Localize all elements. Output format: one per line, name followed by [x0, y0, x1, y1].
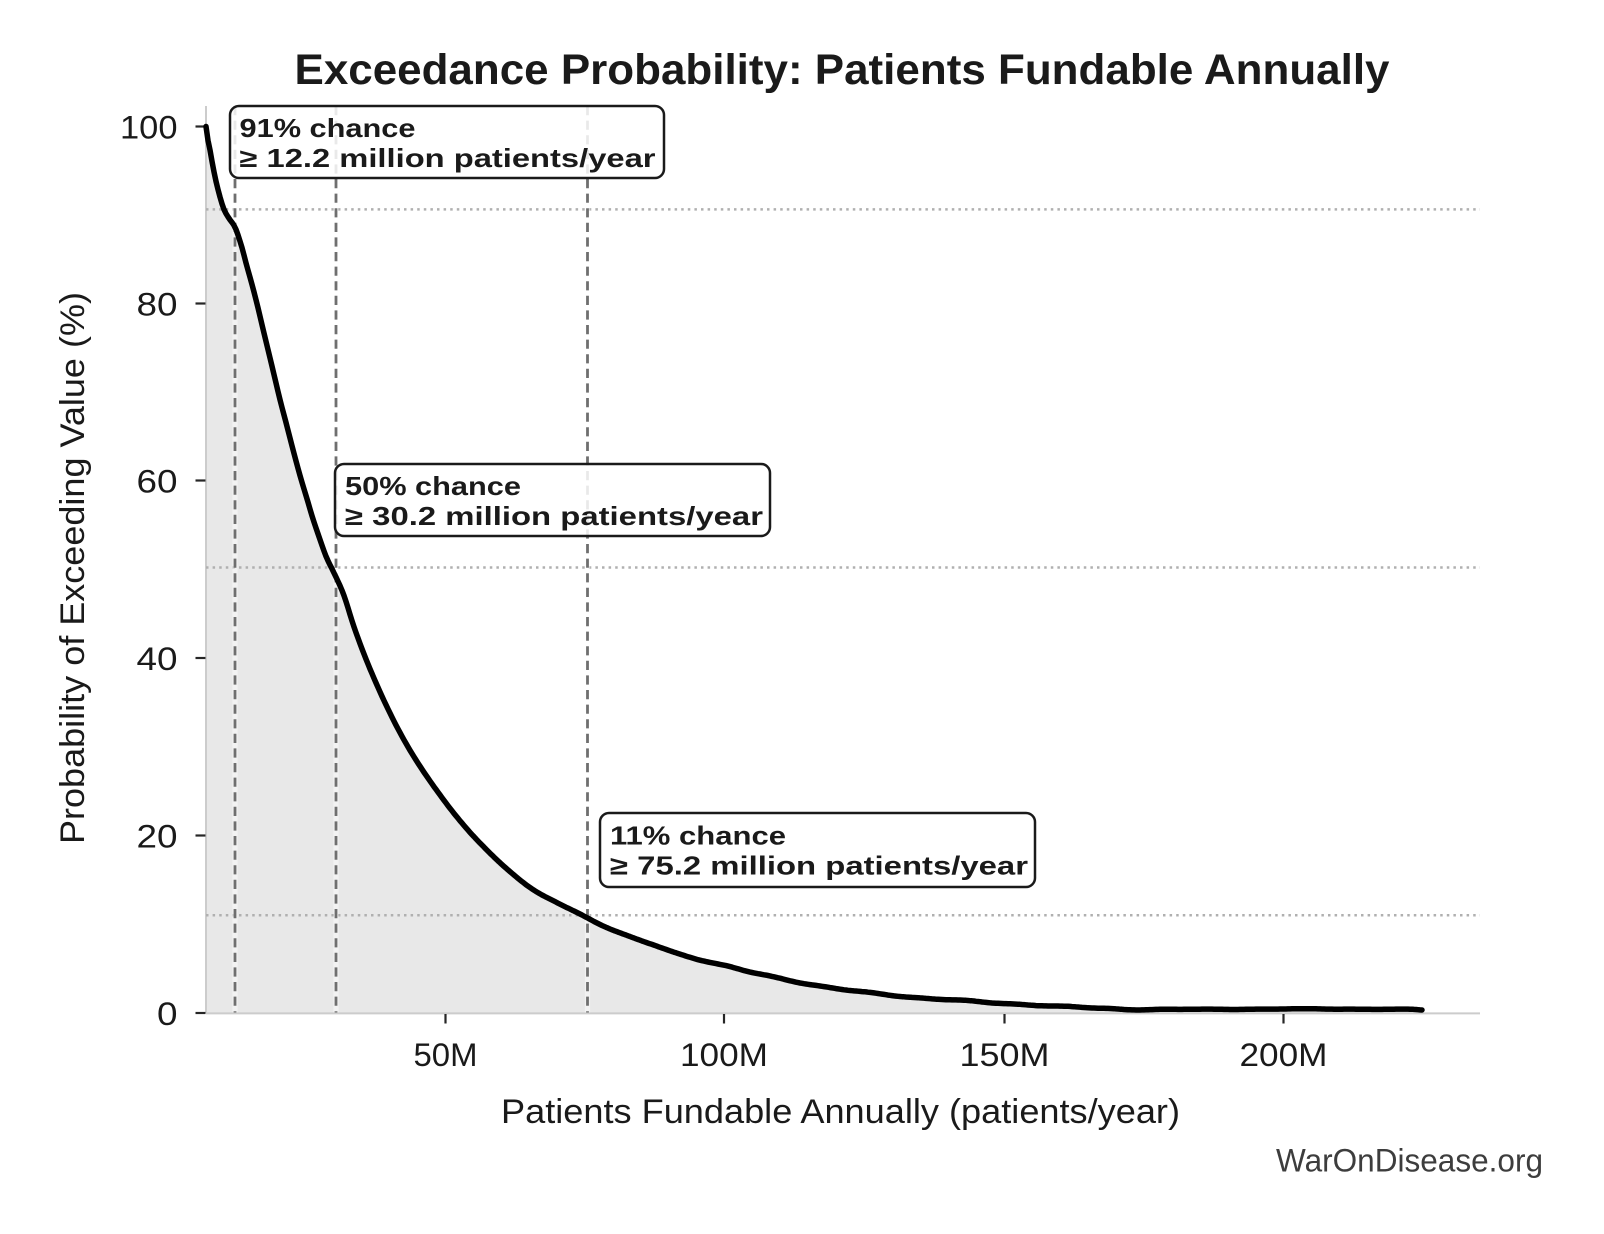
svg-text:100: 100 — [120, 110, 178, 146]
svg-text:50M: 50M — [414, 1037, 478, 1073]
svg-text:WarOnDisease.org: WarOnDisease.org — [1276, 1143, 1543, 1179]
svg-text:≥ 12.2 million patients/year: ≥ 12.2 million patients/year — [240, 143, 656, 173]
svg-text:20: 20 — [137, 819, 178, 855]
svg-text:200M: 200M — [1240, 1037, 1328, 1073]
svg-text:60: 60 — [137, 464, 178, 500]
svg-text:11% chance: 11% chance — [610, 821, 786, 851]
svg-text:Patients Fundable Annually (pa: Patients Fundable Annually (patients/yea… — [501, 1093, 1180, 1131]
svg-text:≥ 75.2 million patients/year: ≥ 75.2 million patients/year — [610, 851, 1028, 881]
svg-text:≥ 30.2 million patients/year: ≥ 30.2 million patients/year — [345, 501, 763, 531]
svg-text:Probability of Exceeding Value: Probability of Exceeding Value (%) — [54, 292, 92, 844]
svg-text:91% chance: 91% chance — [240, 113, 416, 143]
svg-text:100M: 100M — [680, 1037, 768, 1073]
svg-text:80: 80 — [137, 287, 178, 323]
svg-text:150M: 150M — [960, 1037, 1050, 1073]
svg-text:Exceedance Probability: Patien: Exceedance Probability: Patients Fundabl… — [295, 46, 1390, 94]
svg-text:50% chance: 50% chance — [345, 471, 521, 501]
svg-text:40: 40 — [137, 641, 178, 677]
svg-text:0: 0 — [157, 996, 178, 1032]
